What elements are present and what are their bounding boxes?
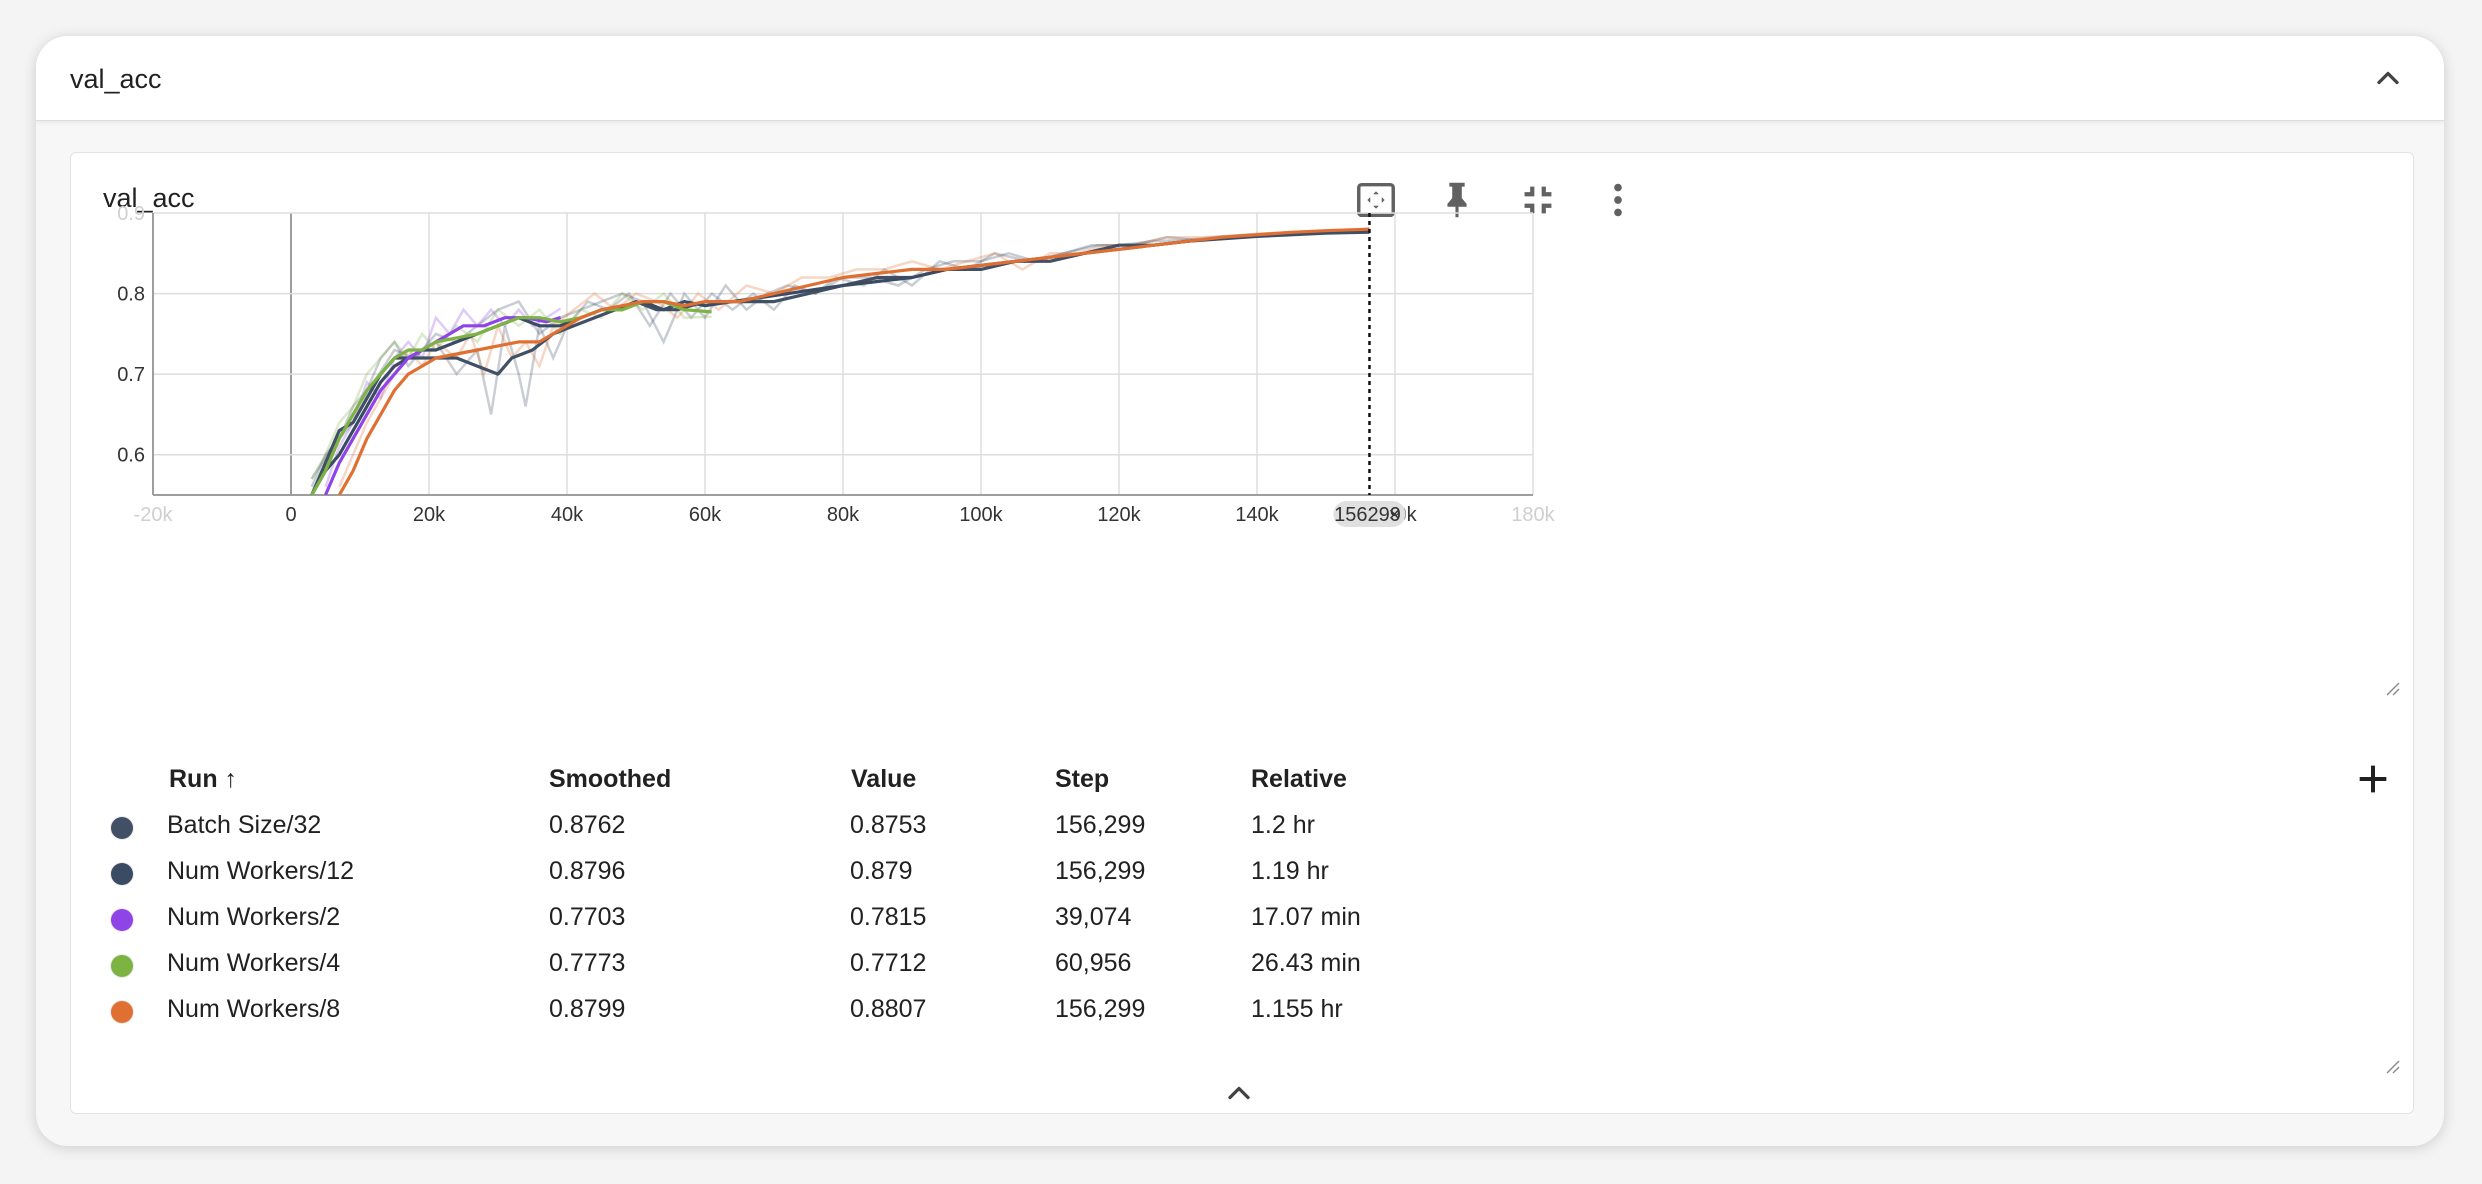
series-raw-line — [310, 291, 712, 480]
series-raw-line — [310, 231, 1370, 488]
x-tick-label: 20k — [413, 504, 446, 526]
cell-value: 0.8807 — [850, 995, 927, 1023]
chart-card: val_acc -20k020k40k60k80k100k120k140k160… — [70, 152, 2414, 1114]
series-raw-line — [324, 307, 562, 488]
step-cursor-label: 156299 — [1334, 504, 1401, 526]
cell-run: Num Workers/12 — [167, 857, 355, 885]
table-row: Num Workers/4 0.7773 0.7712 60,956 26.43… — [71, 941, 2413, 987]
cell-step: 39,074 — [1055, 903, 1132, 931]
run-color-dot[interactable] — [111, 955, 133, 977]
series-line — [337, 227, 1370, 495]
cell-value: 0.7815 — [850, 903, 927, 931]
cell-run: Num Workers/2 — [167, 903, 341, 931]
cell-smoothed: 0.7703 — [549, 903, 626, 931]
cell-value: 0.7712 — [850, 949, 927, 977]
table-resize-handle[interactable] — [2383, 1057, 2401, 1075]
cell-relative: 1.155 hr — [1251, 995, 1343, 1023]
run-color-dot[interactable] — [111, 1001, 133, 1023]
table-row: Num Workers/8 0.8799 0.8807 156,299 1.15… — [71, 987, 2413, 1033]
add-column-icon[interactable] — [2353, 759, 2393, 799]
x-tick-label: 40k — [551, 504, 584, 526]
cell-smoothed: 0.8762 — [549, 811, 626, 839]
cell-step: 156,299 — [1055, 857, 1146, 885]
fit-domain-icon[interactable] — [1353, 177, 1399, 223]
cell-run: Num Workers/4 — [167, 949, 341, 977]
section-title: val_acc — [70, 64, 162, 94]
header-relative[interactable]: Relative — [1251, 765, 1347, 793]
cell-run: Num Workers/8 — [167, 995, 341, 1023]
run-color-dot[interactable] — [111, 817, 133, 839]
section-header[interactable]: val_acc — [36, 36, 2444, 121]
cell-step: 156,299 — [1055, 811, 1146, 839]
run-color-dot[interactable] — [111, 863, 133, 885]
series-line — [310, 230, 1370, 495]
table-row: Batch Size/32 0.8762 0.8753 156,299 1.2 … — [71, 803, 2413, 849]
series-raw-line — [310, 228, 1370, 480]
y-tick-label: 0.8 — [117, 284, 145, 306]
cell-smoothed: 0.8799 — [549, 995, 626, 1023]
step-cursor-pill — [1333, 501, 1406, 527]
header-value[interactable]: Value — [851, 765, 917, 793]
close-icon[interactable]: × — [1389, 504, 1401, 526]
x-tick-label: 100k — [959, 504, 1003, 526]
x-tick-label: 180k — [1511, 504, 1555, 526]
x-tick-label: 80k — [827, 504, 860, 526]
cell-step: 156,299 — [1055, 995, 1146, 1023]
chevron-up-icon[interactable] — [2370, 60, 2406, 96]
cell-step: 60,956 — [1055, 949, 1132, 977]
header-run[interactable]: Run ↑ — [169, 765, 238, 793]
y-tick-label: 0.9 — [117, 203, 145, 225]
table-row: Num Workers/2 0.7703 0.7815 39,074 17.07… — [71, 895, 2413, 941]
cell-relative: 26.43 min — [1251, 949, 1361, 977]
y-tick-label: 0.7 — [117, 364, 145, 386]
card-title: val_acc — [103, 183, 195, 213]
chevron-up-icon[interactable] — [1221, 1079, 1257, 1107]
y-tick-label: 0.6 — [117, 445, 145, 467]
cell-value: 0.8753 — [850, 811, 927, 839]
scalar-section: val_acc val_acc -20k 0 20k 40k 60k 80k 100k 120… — [36, 36, 2444, 1146]
header-step[interactable]: Step — [1055, 765, 1110, 793]
collapse-card-icon[interactable] — [1515, 177, 1561, 223]
x-tick-label: 60k — [689, 504, 722, 526]
series-raw-line — [338, 227, 1370, 488]
run-color-dot[interactable] — [111, 909, 133, 931]
pin-icon[interactable] — [1434, 177, 1480, 223]
chart-resize-handle[interactable] — [2383, 679, 2401, 697]
x-tick-label: 140k — [1235, 504, 1279, 526]
x-tick-label: 120k — [1097, 504, 1141, 526]
line-chart[interactable]: -20k020k40k60k80k100k120k140k160k180k0.6… — [71, 153, 2413, 713]
cell-relative: 1.19 hr — [1251, 857, 1329, 885]
more-vert-icon[interactable] — [1595, 177, 1641, 223]
table-row: Num Workers/12 0.8796 0.879 156,299 1.19… — [71, 849, 2413, 895]
series-line — [310, 300, 712, 495]
cell-relative: 17.07 min — [1251, 903, 1361, 931]
x-tick-label: -20k — [134, 504, 174, 526]
header-smoothed[interactable]: Smoothed — [549, 765, 672, 793]
x-tick-label: 0 — [285, 504, 296, 526]
cell-relative: 1.2 hr — [1251, 811, 1315, 839]
cell-run: Batch Size/32 — [167, 811, 322, 839]
cell-smoothed: 0.8796 — [549, 857, 626, 885]
cell-smoothed: 0.7773 — [549, 949, 626, 977]
cell-value: 0.879 — [850, 857, 913, 885]
